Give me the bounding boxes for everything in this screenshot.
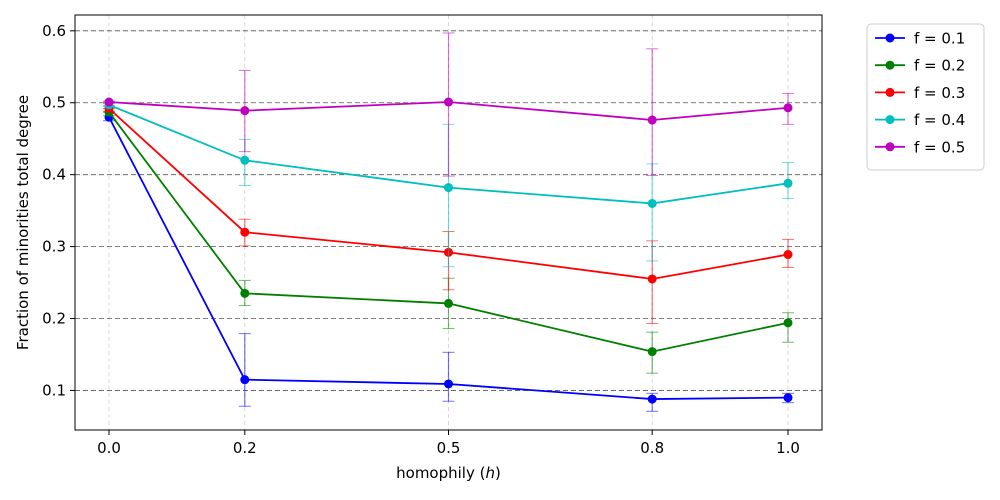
data-point bbox=[783, 393, 793, 403]
data-point bbox=[783, 103, 793, 113]
x-axis-label-paren-close: ) bbox=[495, 464, 501, 482]
data-point bbox=[240, 155, 250, 165]
x-axis-label-var: h bbox=[485, 464, 495, 482]
data-point bbox=[240, 375, 250, 385]
y-axis-label: Fraction of minorities total degree bbox=[14, 95, 32, 350]
legend-marker bbox=[885, 115, 895, 125]
data-point bbox=[783, 318, 793, 328]
y-tick-label: 0.6 bbox=[42, 22, 66, 40]
legend-label: f = 0.5 bbox=[914, 138, 965, 156]
legend-frame bbox=[866, 23, 985, 171]
series-1 bbox=[103, 111, 794, 412]
data-point bbox=[240, 106, 250, 116]
x-tick-label: 0.0 bbox=[97, 439, 121, 457]
legend-marker bbox=[885, 60, 895, 70]
legend-marker bbox=[885, 87, 895, 97]
x-tick-label: 0.2 bbox=[233, 439, 257, 457]
data-point bbox=[240, 288, 250, 298]
data-point bbox=[444, 298, 453, 308]
legend-label: f = 0.2 bbox=[914, 57, 965, 75]
series-layer bbox=[103, 32, 794, 412]
x-tick-label: 0.8 bbox=[640, 439, 664, 457]
legend-label: f = 0.4 bbox=[914, 111, 965, 129]
data-point bbox=[647, 394, 657, 404]
data-point bbox=[647, 274, 657, 284]
ticks: 0.0 0.2 0.5 0.8 1.0 0.1 0.2 0.3 0.4 0.5 0.6 bbox=[42, 22, 800, 457]
x-tick-label: 0.5 bbox=[437, 439, 461, 457]
legend: f = 0.1 f = 0.2 f = 0.3 f = 0.4 f = 0.5 bbox=[866, 23, 985, 171]
data-point bbox=[444, 97, 453, 107]
data-point bbox=[647, 115, 657, 125]
y-tick-label: 0.2 bbox=[42, 310, 66, 328]
series-5 bbox=[103, 32, 794, 177]
x-tick-label: 1.0 bbox=[776, 439, 800, 457]
data-point bbox=[783, 178, 793, 188]
legend-item: f = 0.2 bbox=[875, 57, 965, 75]
data-point bbox=[647, 198, 657, 208]
data-point bbox=[104, 97, 114, 107]
data-point bbox=[647, 347, 657, 357]
x-axis-label-paren-open: ( bbox=[475, 464, 486, 482]
legend-label: f = 0.1 bbox=[914, 30, 965, 48]
legend-item: f = 0.4 bbox=[875, 111, 965, 129]
data-point bbox=[240, 227, 250, 237]
y-tick-label: 0.1 bbox=[42, 381, 66, 399]
y-tick-label: 0.3 bbox=[42, 238, 66, 256]
legend-item: f = 0.3 bbox=[875, 84, 965, 102]
y-tick-label: 0.4 bbox=[42, 166, 66, 184]
legend-item: f = 0.1 bbox=[875, 30, 965, 48]
data-point bbox=[444, 183, 453, 193]
legend-marker bbox=[885, 33, 895, 43]
legend-label: f = 0.3 bbox=[914, 84, 965, 102]
x-axis-label-text: homophily bbox=[396, 464, 475, 482]
legend-marker bbox=[885, 142, 895, 152]
data-point bbox=[783, 250, 793, 260]
legend-item: f = 0.5 bbox=[875, 138, 965, 156]
x-axis-label: homophily (h) bbox=[396, 464, 501, 482]
data-point bbox=[444, 379, 453, 389]
y-tick-label: 0.5 bbox=[42, 94, 66, 112]
